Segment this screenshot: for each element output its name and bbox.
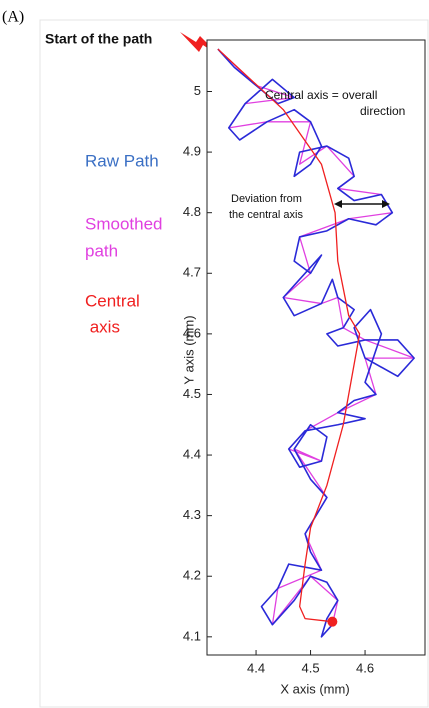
- y-tick-label: 4.7: [183, 265, 201, 280]
- legend-smoothed: path: [85, 241, 118, 260]
- axis-annotation: direction: [360, 104, 405, 118]
- y-tick-label: 4.8: [183, 204, 201, 219]
- y-tick-label: 4.2: [183, 568, 201, 583]
- panel-label: (A): [2, 9, 24, 26]
- y-axis-label: Y axis (mm): [181, 315, 196, 384]
- legend-smoothed: Smoothed: [85, 214, 163, 233]
- x-axis-label: X axis (mm): [280, 681, 349, 696]
- deviation-arrow: [334, 200, 390, 208]
- start-annotation: Start of the path: [45, 31, 152, 47]
- plot: 4.1 4.2 4.3 4.4 4.5 4.6 4.7 4.8 4.9 5 4.4 4.5 4.6: [183, 39, 426, 675]
- deviation-annotation: Deviation from: [231, 193, 302, 205]
- axis-annotation: Central axis = overall: [265, 88, 377, 102]
- y-tick-label: 4.4: [183, 446, 201, 461]
- y-tick-label: 4.3: [183, 507, 201, 522]
- path-line: [217, 48, 415, 638]
- x-tick-label: 4.5: [302, 660, 320, 675]
- y-tick-label: 4.5: [183, 386, 201, 401]
- x-tick-label: 4.4: [247, 660, 265, 675]
- plot-area: [206, 39, 426, 656]
- legend-central: Central: [85, 291, 140, 310]
- end-point: [327, 616, 338, 627]
- figure-frame: [39, 19, 429, 708]
- y-tick-label: 4.9: [183, 144, 201, 159]
- y-tick-label: 5: [194, 83, 201, 98]
- start-arrow: [180, 32, 222, 58]
- legend-central: axis: [85, 317, 120, 336]
- y-tick-label: 4.1: [183, 628, 201, 643]
- path-line: [217, 48, 361, 623]
- y-tick-label: 4.6: [183, 325, 201, 340]
- deviation-annotation: the central axis: [229, 209, 303, 221]
- x-tick-label: 4.6: [356, 660, 374, 675]
- legend-raw: Raw Path: [85, 151, 159, 170]
